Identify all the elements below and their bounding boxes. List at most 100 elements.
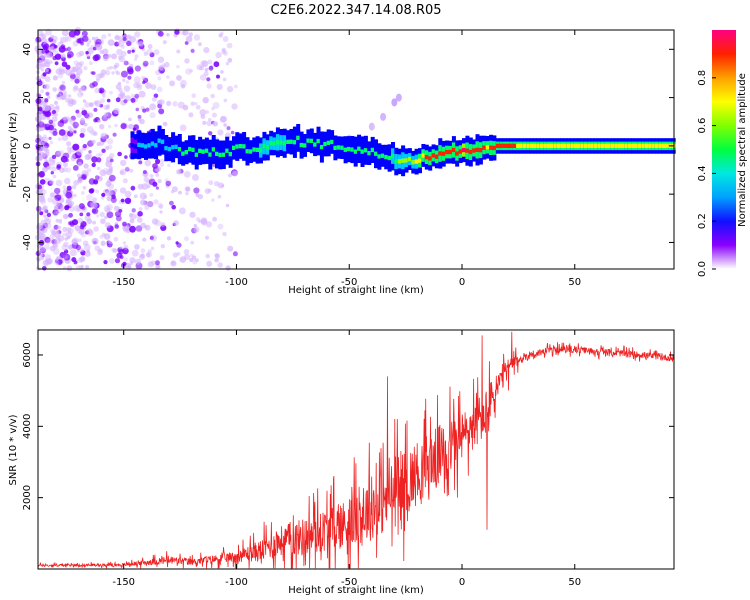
noise-speckle-dot [56,210,60,215]
noise-speckle-dot [155,70,161,76]
ridge-core [431,153,436,158]
ridge-core [468,149,473,155]
noise-speckle-dot [149,103,157,111]
noise-speckle-dot [150,234,158,242]
noise-speckle-dot [73,60,79,66]
ridge-core [543,143,548,148]
noise-speckle-dot [37,184,42,190]
ridge-core [242,144,247,149]
noise-speckle-dot [132,127,137,131]
noise-speckle-dot [76,149,83,156]
noise-speckle-dot [226,126,231,131]
noise-speckle-dot [172,252,178,258]
noise-speckle-dot [40,219,46,225]
noise-speckle-dot [58,220,63,224]
noise-speckle-dot [37,94,42,98]
noise-speckle-dot [153,49,160,55]
noise-speckle-dot [54,237,61,245]
noise-speckle-dot [83,122,88,127]
noise-speckle-dot [38,249,42,254]
noise-speckle-dot [92,220,96,225]
ridge-core [279,140,284,145]
noise-speckle-dot [77,178,82,183]
noise-speckle-dot [183,171,191,178]
noise-speckle-dot [67,117,73,123]
noise-speckle-dot [43,244,50,251]
ridge-core [370,147,375,153]
noise-speckle-dot [220,115,228,123]
noise-speckle-dot [151,218,159,225]
noise-speckle-dot [65,64,71,70]
noise-speckle-dot [86,126,94,133]
noise-speckle-dot [134,194,138,198]
noise-speckle-dot [159,255,165,261]
noise-speckle-dot [107,144,113,150]
noise-speckle-dot [80,92,84,96]
noise-speckle-dot [69,128,74,133]
ridge-core [194,152,199,157]
ridge-core [204,148,209,153]
ridge-core [485,145,490,150]
noise-speckle-dot [116,252,123,259]
noise-speckle-dot [41,189,47,195]
noise-speckle-dot [104,215,108,220]
ridge-core [648,143,653,148]
noise-speckle-dot [44,98,49,103]
noise-speckle-dot [88,61,93,66]
noise-speckle-dot [178,207,186,215]
noise-speckle-dot [97,119,101,124]
ridge-core [590,143,595,148]
ridge-core [133,144,138,149]
noise-speckle-dot [62,232,67,237]
noise-speckle-dot [98,152,103,157]
noise-speckle-dot [52,174,57,179]
ridge-core [489,145,494,150]
noise-speckle-dot [57,225,62,230]
noise-speckle-dot [44,76,51,83]
ridge-core [418,158,422,163]
noise-speckle-dot [103,188,109,194]
noise-speckle-dot [149,174,154,178]
noise-speckle-dot [199,74,207,81]
noise-speckle-dot [104,112,109,117]
noise-speckle-dot [86,228,93,235]
noise-speckle-dot [57,259,63,265]
ridge-core [248,149,253,154]
noise-speckle-dot [49,140,53,145]
noise-speckle-dot [155,186,159,190]
noise-speckle-dot [71,154,76,159]
y-tick-label: 20 [22,91,33,104]
noise-speckle-dot [144,159,152,167]
noise-speckle-dot [45,91,50,96]
noise-speckle-dot [84,214,91,221]
noise-speckle-dot [109,66,113,70]
noise-speckle-dot [203,47,210,54]
noise-speckle-dot [47,47,51,51]
ridge-core [566,143,571,148]
noise-speckle-dot [108,174,116,182]
noise-speckle-dot [41,207,48,214]
noise-speckle-dot [85,51,89,55]
noise-speckle-dot [114,35,119,41]
noise-speckle-dot [66,227,72,233]
noise-speckle-dot [76,112,82,118]
noise-speckle-dot [41,228,48,234]
noise-speckle-dot [110,197,117,203]
noise-speckle-dot [193,187,200,194]
noise-speckle-dot [88,150,92,154]
noise-speckle-dot [51,116,58,122]
snr-line [37,331,675,569]
noise-speckle-dot [103,260,108,265]
noise-speckle-dot [105,160,113,168]
noise-speckle-dot [93,107,98,112]
noise-speckle-dot [62,68,68,74]
noise-speckle-dot [143,201,149,207]
noise-speckle-dot [94,175,100,180]
noise-speckle-dot [189,69,194,73]
noise-speckle-dot [190,101,195,106]
noise-speckle-dot [123,226,129,233]
noise-speckle-dot [42,205,48,211]
ridge-core [377,154,382,159]
noise-speckle-dot [38,171,45,178]
spectrogram-xlabel: Height of straight line (km) [288,285,424,296]
